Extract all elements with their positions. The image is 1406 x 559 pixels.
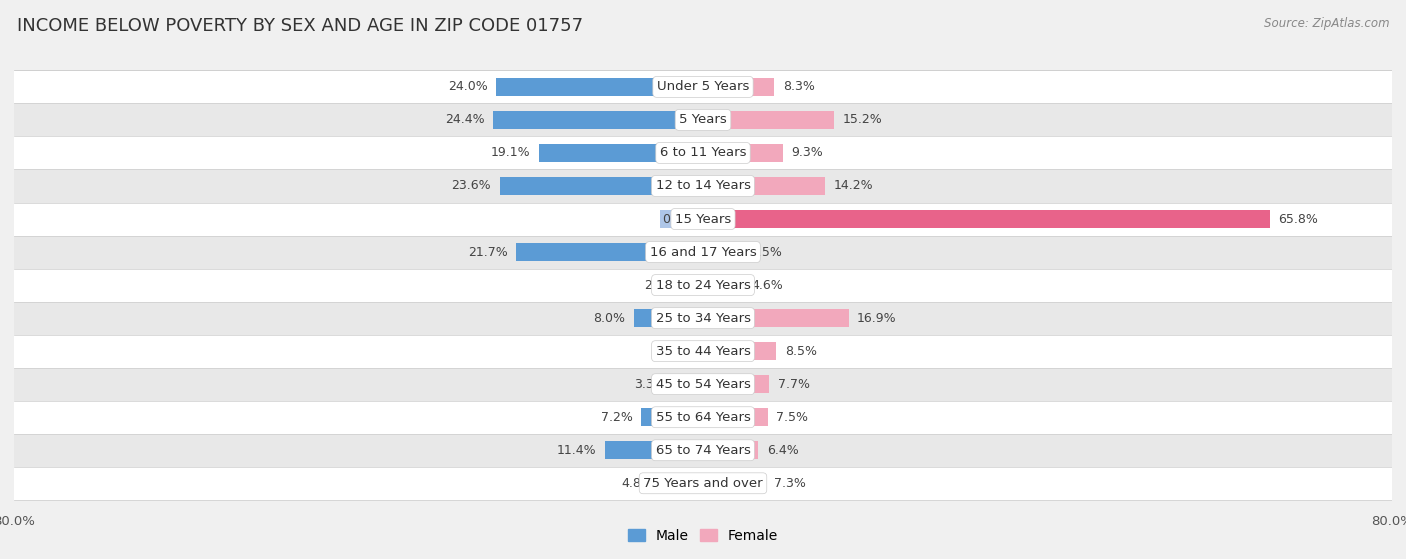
- Text: 65.8%: 65.8%: [1278, 212, 1319, 225]
- Text: 15.2%: 15.2%: [842, 113, 882, 126]
- Text: 19.1%: 19.1%: [491, 146, 530, 159]
- Bar: [703, 309, 849, 327]
- Text: 7.5%: 7.5%: [776, 411, 808, 424]
- Text: 35 to 44 Years: 35 to 44 Years: [655, 345, 751, 358]
- Text: 11.4%: 11.4%: [557, 444, 596, 457]
- Bar: [14, 70, 1392, 103]
- Bar: [703, 375, 769, 394]
- Bar: [14, 268, 1392, 302]
- Bar: [703, 243, 742, 261]
- Bar: [14, 136, 1392, 169]
- Text: 4.6%: 4.6%: [751, 278, 783, 292]
- Text: 1.1%: 1.1%: [654, 345, 685, 358]
- Text: 4.5%: 4.5%: [751, 245, 782, 259]
- Text: 14.2%: 14.2%: [834, 179, 873, 192]
- Bar: [703, 111, 834, 129]
- Bar: [14, 335, 1392, 368]
- Text: 5 Years: 5 Years: [679, 113, 727, 126]
- Text: Source: ZipAtlas.com: Source: ZipAtlas.com: [1264, 17, 1389, 30]
- Bar: [634, 309, 703, 327]
- Bar: [641, 408, 703, 427]
- Bar: [675, 375, 703, 394]
- Text: 9.3%: 9.3%: [792, 146, 824, 159]
- Text: 21.7%: 21.7%: [468, 245, 508, 259]
- Text: 12 to 14 Years: 12 to 14 Years: [655, 179, 751, 192]
- Text: 2.2%: 2.2%: [644, 278, 675, 292]
- Text: 7.3%: 7.3%: [775, 477, 807, 490]
- Bar: [14, 169, 1392, 202]
- Bar: [14, 434, 1392, 467]
- Text: 75 Years and over: 75 Years and over: [643, 477, 763, 490]
- Bar: [703, 144, 783, 162]
- Bar: [703, 210, 1270, 228]
- Bar: [14, 467, 1392, 500]
- Bar: [499, 177, 703, 195]
- Text: 8.3%: 8.3%: [783, 80, 815, 93]
- Text: INCOME BELOW POVERTY BY SEX AND AGE IN ZIP CODE 01757: INCOME BELOW POVERTY BY SEX AND AGE IN Z…: [17, 17, 583, 35]
- Bar: [538, 144, 703, 162]
- Bar: [516, 243, 703, 261]
- Text: 0.0%: 0.0%: [662, 212, 695, 225]
- Bar: [14, 235, 1392, 268]
- Text: 7.7%: 7.7%: [778, 378, 810, 391]
- Bar: [14, 103, 1392, 136]
- Bar: [14, 401, 1392, 434]
- Bar: [703, 441, 758, 459]
- Text: 16 and 17 Years: 16 and 17 Years: [650, 245, 756, 259]
- Bar: [14, 368, 1392, 401]
- Text: 45 to 54 Years: 45 to 54 Years: [655, 378, 751, 391]
- Bar: [662, 474, 703, 492]
- Text: 3.3%: 3.3%: [634, 378, 666, 391]
- Text: 8.5%: 8.5%: [785, 345, 817, 358]
- Bar: [703, 177, 825, 195]
- Bar: [685, 276, 703, 294]
- Text: 16.9%: 16.9%: [858, 311, 897, 325]
- Text: 6.4%: 6.4%: [766, 444, 799, 457]
- Text: 8.0%: 8.0%: [593, 311, 626, 325]
- Bar: [494, 111, 703, 129]
- Text: 55 to 64 Years: 55 to 64 Years: [655, 411, 751, 424]
- Bar: [605, 441, 703, 459]
- Text: 24.0%: 24.0%: [449, 80, 488, 93]
- Bar: [659, 210, 703, 228]
- Bar: [496, 78, 703, 96]
- Legend: Male, Female: Male, Female: [623, 523, 783, 548]
- Text: 15 Years: 15 Years: [675, 212, 731, 225]
- Text: Under 5 Years: Under 5 Years: [657, 80, 749, 93]
- Bar: [703, 78, 775, 96]
- Bar: [703, 342, 776, 360]
- Bar: [693, 342, 703, 360]
- Text: 18 to 24 Years: 18 to 24 Years: [655, 278, 751, 292]
- Bar: [703, 474, 766, 492]
- Bar: [703, 408, 768, 427]
- Text: 6 to 11 Years: 6 to 11 Years: [659, 146, 747, 159]
- Text: 24.4%: 24.4%: [444, 113, 484, 126]
- Text: 65 to 74 Years: 65 to 74 Years: [655, 444, 751, 457]
- Text: 25 to 34 Years: 25 to 34 Years: [655, 311, 751, 325]
- Text: 4.8%: 4.8%: [621, 477, 652, 490]
- Text: 23.6%: 23.6%: [451, 179, 491, 192]
- Bar: [14, 202, 1392, 235]
- Text: 7.2%: 7.2%: [600, 411, 633, 424]
- Bar: [14, 302, 1392, 335]
- Bar: [703, 276, 742, 294]
